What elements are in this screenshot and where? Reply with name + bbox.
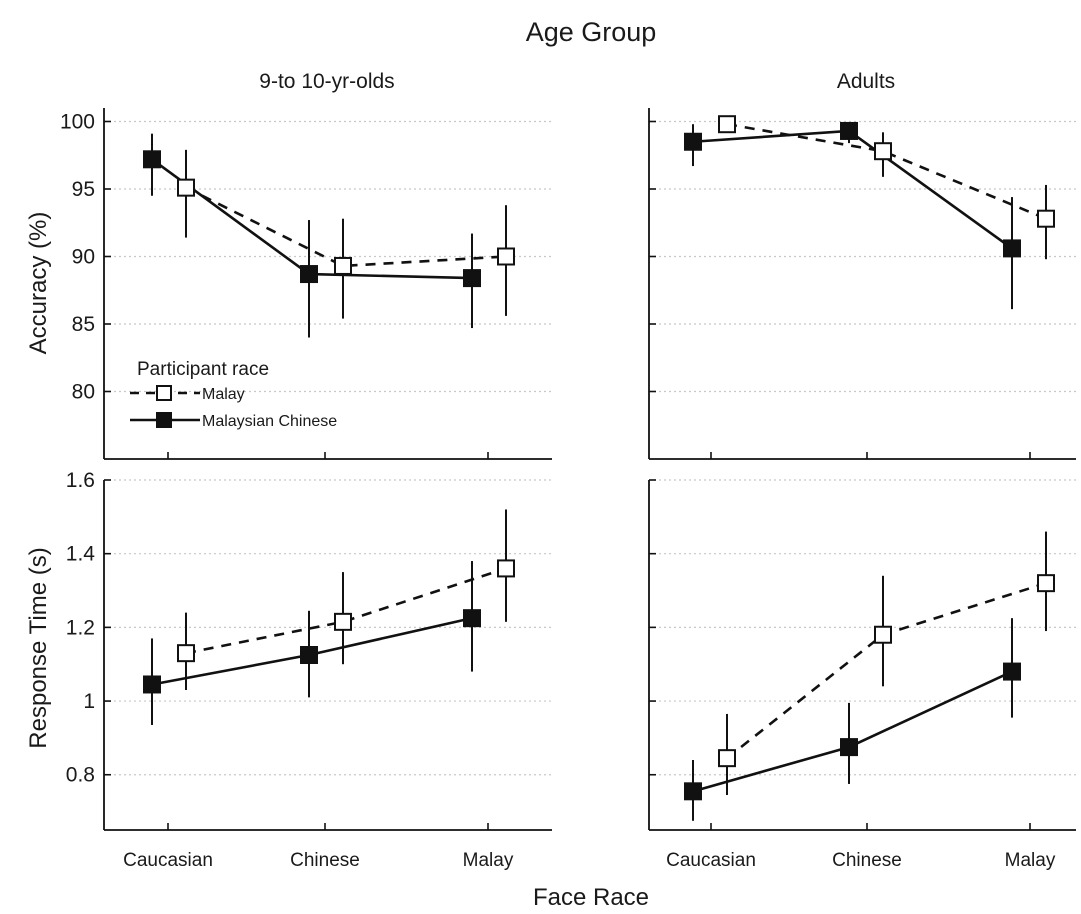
data-point-malaysian-chinese <box>1003 239 1021 258</box>
panel-1 <box>648 108 1076 460</box>
data-point-malay <box>718 749 736 768</box>
series-line-malaysian-chinese <box>692 129 1013 250</box>
y-axis-label-response-time: Response Time (s) <box>25 547 52 748</box>
data-point-malay <box>1037 574 1055 593</box>
data-point-malaysian-chinese <box>300 265 318 284</box>
y-axis-label-accuracy: Accuracy (%) <box>25 212 52 355</box>
series-line-malay <box>185 567 507 655</box>
x-tick-label: Malay <box>1005 850 1056 871</box>
data-point-malay <box>718 115 736 134</box>
y-tick-label: 0.8 <box>66 764 95 787</box>
figure-x-label: Face Race <box>533 884 649 911</box>
legend-chinese-marker <box>156 412 172 428</box>
x-tick-label: Caucasian <box>123 850 213 871</box>
data-point-malaysian-chinese <box>143 150 161 169</box>
legend-malay-label: Malay <box>202 386 245 403</box>
data-point-malay <box>874 625 892 644</box>
legend-chinese-label: Malaysian Chinese <box>202 413 337 430</box>
data-point-malaysian-chinese <box>684 132 702 151</box>
legend: Participant race Malay Malaysian Chinese <box>130 359 337 430</box>
data-point-malay <box>497 247 515 266</box>
x-tick-label: Malay <box>463 850 514 871</box>
y-tick-label: 100 <box>60 111 95 134</box>
data-point-malay <box>1037 209 1055 228</box>
data-point-malaysian-chinese <box>840 121 858 140</box>
y-tick-label: 1.4 <box>66 543 96 566</box>
y-tick-label: 95 <box>72 178 95 201</box>
y-tick-label: 1 <box>83 690 95 713</box>
y-tick-label: 1.6 <box>66 469 95 492</box>
data-point-malay <box>334 612 352 631</box>
y-tick-label: 90 <box>72 246 95 269</box>
data-point-malaysian-chinese <box>463 609 481 628</box>
data-point-malaysian-chinese <box>143 675 161 694</box>
data-point-malay <box>177 178 195 197</box>
data-point-malaysian-chinese <box>1003 662 1021 681</box>
data-point-malaysian-chinese <box>684 782 702 801</box>
data-point-malay <box>334 256 352 275</box>
series-line-malay <box>726 122 1047 220</box>
data-point-malay <box>874 142 892 161</box>
panel-title-children: 9-to 10-yr-olds <box>259 70 394 93</box>
figure-title: Age Group <box>526 17 657 47</box>
y-tick-label: 85 <box>72 313 95 336</box>
data-point-malaysian-chinese <box>463 269 481 288</box>
legend-malay-marker <box>156 385 172 401</box>
series-line-malaysian-chinese <box>692 670 1013 793</box>
data-point-malaysian-chinese <box>840 738 858 757</box>
panel-3: Caucasian Chinese Malay <box>648 479 1076 871</box>
panel-2: 0.8 1 1.2 1.4 1.6 Caucasian Chinese Malay <box>66 469 552 871</box>
x-tick-label: Chinese <box>290 850 360 871</box>
data-point-malay <box>497 559 515 578</box>
y-tick-label: 1.2 <box>66 616 95 639</box>
series-line-malay <box>726 581 1047 760</box>
x-tick-label: Caucasian <box>666 850 756 871</box>
panel-0: 80 85 90 95 100 <box>60 108 552 460</box>
legend-title: Participant race <box>137 359 269 380</box>
panel-title-adults: Adults <box>837 70 895 93</box>
data-point-malay <box>177 644 195 663</box>
data-point-malaysian-chinese <box>300 646 318 664</box>
y-tick-label: 80 <box>72 381 95 404</box>
series-line-malay <box>185 186 507 268</box>
panels-layer: 80 85 90 95 100 0.8 1 1.2 1.4 1.6 Caucasian Chinese… <box>60 108 1076 871</box>
x-tick-label: Chinese <box>832 850 902 871</box>
